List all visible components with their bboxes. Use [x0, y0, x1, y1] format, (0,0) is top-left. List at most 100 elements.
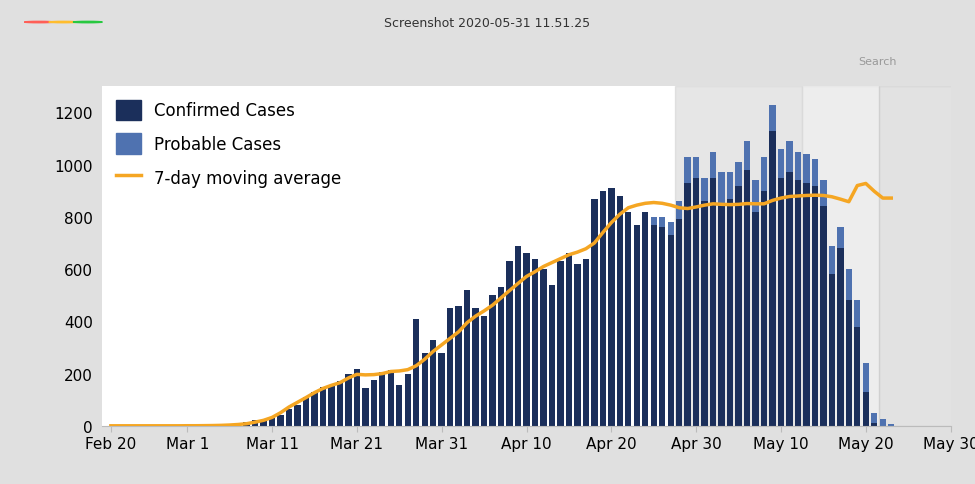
Bar [362, 388, 369, 426]
Bar [795, 152, 801, 181]
Bar [558, 262, 564, 426]
Bar [676, 202, 682, 220]
Bar [803, 155, 809, 183]
Bar [735, 186, 742, 426]
Bar [379, 373, 385, 426]
Bar [210, 425, 215, 426]
Bar [396, 386, 403, 426]
Bar [659, 217, 665, 228]
Bar [753, 181, 759, 212]
Bar [684, 183, 691, 426]
Bar [871, 413, 878, 424]
Bar [760, 157, 767, 191]
Bar [845, 270, 852, 301]
Bar [744, 170, 750, 426]
Bar [829, 246, 835, 275]
Circle shape [24, 22, 54, 24]
Bar [616, 197, 623, 426]
Bar [303, 397, 309, 426]
Bar [863, 363, 869, 392]
Bar [719, 173, 724, 207]
Bar [701, 178, 708, 202]
Bar [675, 87, 802, 426]
Bar [260, 421, 267, 426]
Bar [549, 285, 555, 426]
Text: Search: Search [858, 57, 896, 67]
Bar [405, 374, 410, 426]
Bar [244, 422, 250, 426]
Bar [684, 157, 691, 183]
Bar [413, 319, 419, 426]
Bar [863, 392, 869, 426]
Bar [812, 160, 818, 186]
Bar [753, 212, 759, 426]
Bar [524, 254, 529, 426]
Bar [421, 353, 428, 426]
Bar [778, 178, 784, 426]
Bar [760, 191, 767, 426]
Bar [634, 225, 640, 426]
Bar [388, 370, 394, 426]
Bar [854, 327, 861, 426]
Bar [566, 254, 572, 426]
Bar [600, 191, 606, 426]
Bar [710, 178, 717, 426]
Bar [871, 424, 878, 426]
Bar [320, 387, 326, 426]
Bar [464, 290, 470, 426]
Bar [693, 178, 699, 426]
Bar [184, 425, 190, 426]
Bar [820, 181, 827, 207]
Bar [540, 270, 547, 426]
Bar [693, 157, 699, 178]
Bar [659, 228, 665, 426]
Bar [345, 374, 352, 426]
Bar [286, 409, 292, 426]
Bar [727, 173, 733, 199]
Bar [218, 424, 224, 426]
Circle shape [73, 22, 102, 24]
Bar [473, 309, 479, 426]
Bar [650, 217, 657, 225]
Bar [650, 225, 657, 426]
Bar [879, 420, 886, 426]
Bar [311, 392, 318, 426]
Bar [506, 262, 513, 426]
Bar [735, 163, 742, 186]
Bar [802, 87, 878, 426]
Legend: Confirmed Cases, Probable Cases, 7-day moving average: Confirmed Cases, Probable Cases, 7-day m… [111, 95, 346, 193]
Bar [701, 202, 708, 426]
Bar [668, 223, 674, 236]
Bar [795, 181, 801, 426]
Circle shape [49, 22, 78, 24]
Bar [447, 309, 453, 426]
Bar [336, 381, 343, 426]
Bar [878, 87, 972, 426]
Bar [439, 353, 445, 426]
Text: Screenshot 2020-05-31 11.51.25: Screenshot 2020-05-31 11.51.25 [384, 16, 591, 30]
Bar [269, 419, 275, 426]
Bar [252, 420, 258, 426]
Bar [455, 306, 462, 426]
Bar [786, 173, 793, 426]
Bar [574, 264, 580, 426]
Bar [531, 259, 538, 426]
Bar [329, 386, 334, 426]
Bar [608, 189, 614, 426]
Bar [854, 301, 861, 327]
Bar [226, 425, 233, 426]
Bar [744, 142, 750, 170]
Bar [668, 236, 674, 426]
Bar [719, 207, 724, 426]
Bar [845, 301, 852, 426]
Bar [277, 415, 284, 426]
Bar [838, 249, 843, 426]
Bar [769, 106, 776, 132]
Bar [769, 132, 776, 426]
Bar [591, 199, 598, 426]
Bar [489, 296, 495, 426]
Bar [515, 246, 522, 426]
Bar [354, 369, 360, 426]
Bar [838, 228, 843, 249]
Bar [370, 380, 377, 426]
